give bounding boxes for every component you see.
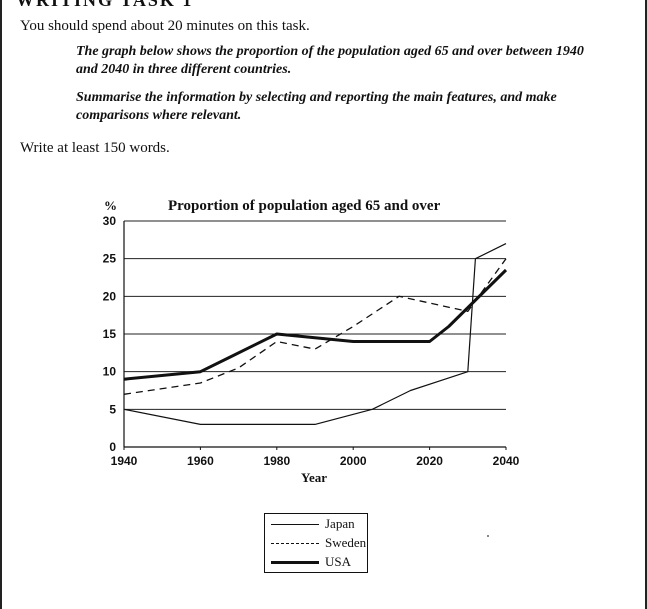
- x-tick-2020: 2020: [416, 454, 443, 468]
- word-count-instruction: Write at least 150 words.: [20, 140, 170, 156]
- legend-label-japan: Japan: [325, 516, 355, 531]
- x-tick-1940: 1940: [111, 454, 138, 468]
- series-line-usa: [123, 268, 508, 381]
- data-series: [123, 243, 508, 425]
- y-tick-30: 30: [103, 214, 117, 228]
- legend-item-sweden: Sweden: [271, 533, 367, 553]
- legend-swatch-japan: [271, 523, 319, 525]
- legend-item-japan: Japan: [271, 514, 367, 534]
- legend-swatch-sweden: [271, 542, 319, 544]
- y-axis-label: %: [104, 198, 117, 213]
- chart-legend: Japan Sweden USA: [264, 513, 368, 573]
- chart-title: Proportion of population aged 65 and ove…: [168, 198, 441, 214]
- y-tick-10: 10: [103, 365, 117, 379]
- gridlines: [124, 220, 506, 410]
- time-instruction: You should spend about 20 minutes on thi…: [20, 18, 310, 34]
- x-tick-1960: 1960: [187, 454, 214, 468]
- x-axis-label: Year: [301, 470, 327, 485]
- series-line-sweden: [123, 258, 507, 395]
- y-tick-20: 20: [103, 289, 117, 303]
- x-tick-1980: 1980: [263, 454, 290, 468]
- task-description: The graph below shows the proportion of …: [76, 44, 584, 77]
- y-tick-0: 0: [109, 440, 116, 454]
- y-tick-15: 15: [103, 327, 117, 341]
- task-instruction: Summarise the information by selecting a…: [76, 90, 557, 123]
- legend-label-sweden: Sweden: [325, 535, 367, 550]
- x-tick-2000: 2000: [340, 454, 367, 468]
- x-tick-2040: 2040: [493, 454, 520, 468]
- y-tick-25: 25: [103, 252, 117, 266]
- tick-labels: 0 5 10 15 20 25 30 1940 1960 1980 2000 2020 2040: [103, 214, 520, 468]
- legend-swatch-usa: [271, 560, 319, 564]
- series-line-japan: [123, 243, 507, 425]
- y-tick-5: 5: [109, 402, 116, 416]
- axes: [123, 221, 507, 450]
- legend-item-usa: USA: [271, 552, 367, 572]
- legend-label-usa: USA: [325, 554, 352, 569]
- scan-artifact: [487, 535, 489, 537]
- page-header: WRITING TASK 1: [16, 0, 194, 10]
